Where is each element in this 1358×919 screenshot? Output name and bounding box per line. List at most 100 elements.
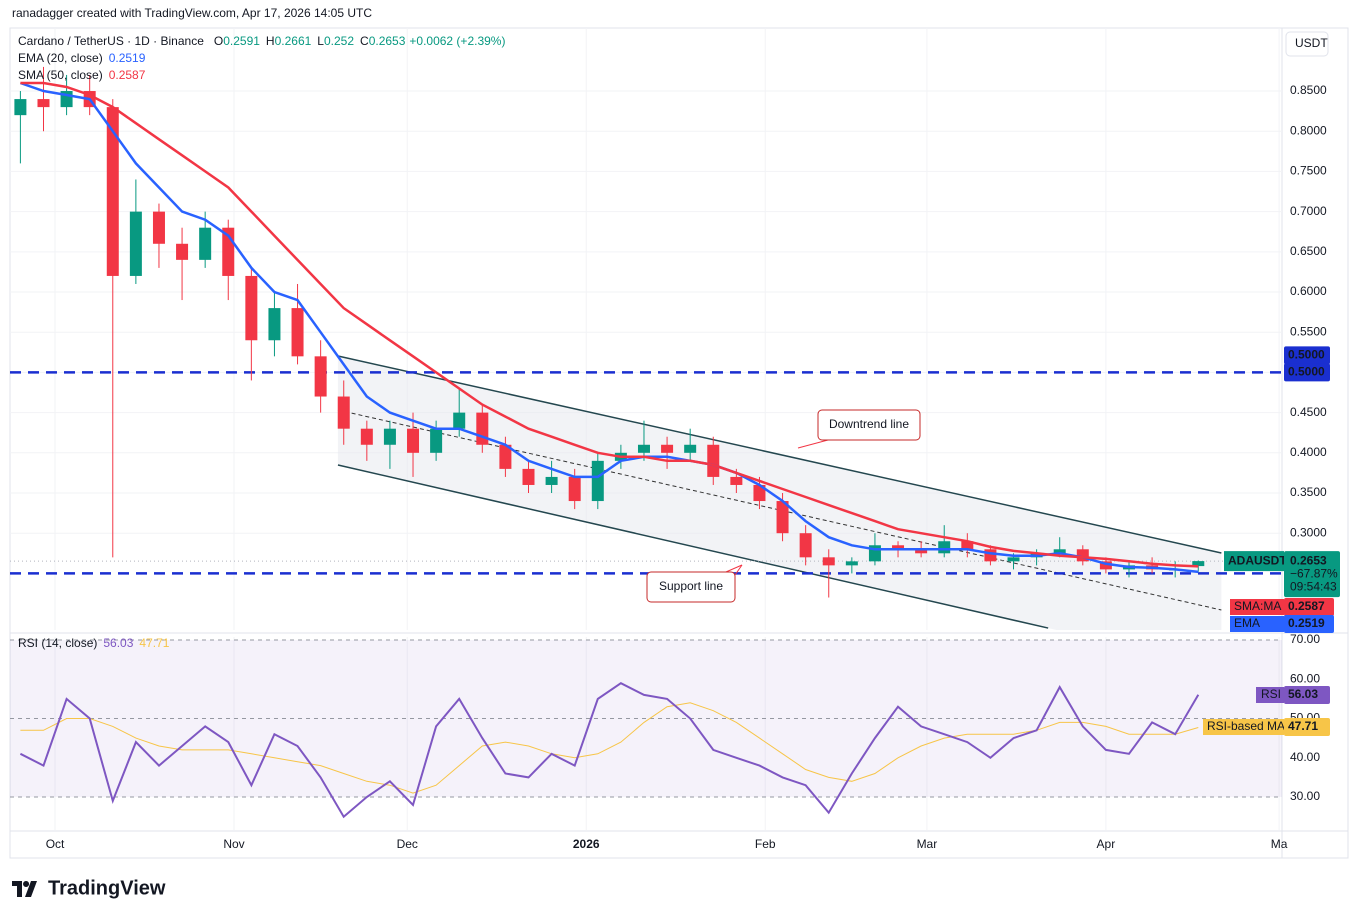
candle-body	[106, 107, 119, 276]
candle-body	[37, 99, 50, 108]
brand: TradingView	[48, 877, 166, 899]
candle-body	[1007, 557, 1020, 562]
x-tick-label: Ma	[1271, 837, 1288, 851]
countdown: 09:54:43	[1290, 579, 1337, 593]
candle-body	[892, 545, 905, 550]
legend-entry: SMA (50, close) 0.2587	[18, 68, 146, 82]
ohlc-value: 0.252	[324, 34, 354, 48]
rsi-band	[10, 639, 1282, 798]
y-tick-label: 40.00	[1290, 750, 1320, 764]
rsi-line	[20, 702, 1199, 794]
candle-body	[753, 484, 766, 502]
legend-value: 0.2587	[109, 68, 146, 82]
ma-tag-value-box	[1284, 598, 1334, 616]
rsi-tag-value-box	[1284, 718, 1330, 736]
ma-tag-value-box	[1284, 615, 1334, 633]
candle-body	[499, 444, 512, 469]
ma-tag-value: 0.2519	[1288, 616, 1325, 630]
y-tick-label: 60.00	[1290, 671, 1320, 685]
legend-name: EMA (20, close)	[18, 51, 103, 65]
candle-body	[383, 428, 396, 445]
y-tick-label: 0.6000	[1290, 284, 1327, 298]
candle-body	[845, 561, 858, 566]
candle-body	[1053, 549, 1066, 554]
rsi-tag-value: 47.71	[1288, 719, 1318, 733]
candle-body	[961, 541, 974, 550]
x-tick-label: Nov	[223, 837, 244, 851]
candle-body	[545, 476, 558, 485]
candle-body	[337, 396, 350, 429]
candle-body	[360, 428, 373, 445]
channel-line	[337, 355, 1222, 554]
callout-pointer	[797, 439, 829, 449]
ma-tag-value: 0.2587	[1288, 599, 1325, 613]
x-tick-label: Mar	[917, 837, 938, 851]
y-tick-label: 0.7000	[1290, 204, 1327, 218]
change-since: −67.87%	[1290, 566, 1338, 580]
x-tick-label: Oct	[46, 837, 65, 851]
change: +0.0062 (+2.39%)	[409, 34, 505, 48]
callout-box	[646, 571, 736, 603]
y-axis-title: USDT	[1295, 36, 1328, 50]
rsi-tag-name: RSI-based MA	[1207, 719, 1285, 733]
candle-body	[245, 275, 258, 341]
channel-line	[337, 464, 1049, 629]
candle-body	[938, 541, 951, 554]
ohlc-label: C	[360, 34, 369, 48]
y-tick-label: 0.8000	[1290, 123, 1327, 137]
attribution: ranadagger created with TradingView.com,…	[12, 6, 372, 20]
footer-logo: TradingView	[12, 877, 166, 899]
ohlc-label: H	[266, 34, 275, 48]
chart-title: Cardano / TetherUS · 1D · Binance O0.2591…	[18, 34, 505, 48]
x-tick-label: Apr	[1097, 837, 1116, 851]
x-tick-label: 2026	[573, 837, 600, 851]
rsi-tag-value: 56.03	[1288, 687, 1318, 701]
candle-body	[129, 211, 142, 276]
candle-body	[291, 308, 304, 357]
ohlc-label: O	[214, 34, 223, 48]
ohlc-value: 0.2591	[223, 34, 260, 48]
symbol-tag: ADAUSDT	[1228, 553, 1287, 567]
rsi-legend: RSI (14, close) 56.03 47.71	[18, 636, 170, 650]
ma-tag-box	[1230, 599, 1284, 615]
legend-value: 56.03	[103, 636, 133, 650]
x-tick-label: Feb	[755, 837, 776, 851]
candle-body	[707, 444, 720, 477]
candle-body	[637, 444, 650, 453]
channel-fill	[337, 356, 1222, 630]
candle-body	[314, 356, 327, 397]
axis-title-box	[1285, 31, 1329, 57]
candle-body	[14, 99, 27, 116]
price-tag-box	[1284, 551, 1340, 598]
candle-body	[176, 243, 189, 260]
title: Cardano / TetherUS · 1D · Binance	[18, 34, 204, 48]
candle-body	[1192, 561, 1205, 567]
y-tick-label: 0.8500	[1290, 83, 1327, 97]
y-tick-label: 0.3000	[1290, 525, 1327, 539]
candle-body	[684, 444, 697, 453]
y-tick-label: 0.7500	[1290, 164, 1327, 178]
ma-tag-name: EMA	[1234, 616, 1260, 630]
ma-tag-name: SMA:MA	[1234, 599, 1281, 613]
callout-box	[817, 409, 921, 441]
candle-body	[1099, 561, 1112, 570]
candle-body	[430, 428, 443, 453]
legend-value: 47.71	[139, 636, 169, 650]
candle-body	[407, 428, 420, 453]
callout-pointer	[734, 564, 743, 576]
ma-line	[20, 81, 1199, 568]
candle-body	[268, 308, 281, 341]
legend-name: SMA (50, close)	[18, 68, 103, 82]
candle-body	[568, 476, 581, 502]
y-tick-label: 0.6500	[1290, 244, 1327, 258]
candle-body	[822, 557, 835, 566]
y-tick-label: 30.00	[1290, 789, 1320, 803]
candle-body	[661, 444, 674, 453]
rsi-tag-name: RSI	[1261, 687, 1281, 701]
rsi-line	[19, 682, 1200, 819]
candle-body	[776, 501, 789, 534]
ma-tag-box	[1230, 616, 1284, 632]
candle-body	[984, 549, 997, 562]
candle-body	[591, 460, 604, 502]
